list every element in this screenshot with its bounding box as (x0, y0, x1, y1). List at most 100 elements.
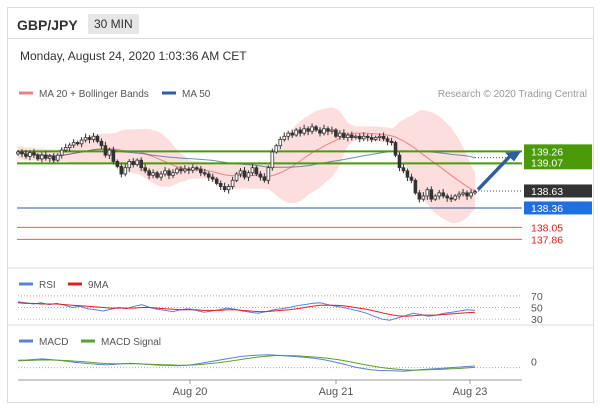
chart-frame: GBP/JPY 30 MIN Monday, August 24, 2020 1… (7, 7, 594, 403)
timeframe-badge[interactable]: 30 MIN (88, 14, 139, 34)
candle (361, 132, 366, 142)
candle (59, 147, 64, 159)
candle (139, 157, 143, 172)
candle (330, 126, 334, 135)
candle (357, 133, 362, 143)
candle (63, 143, 68, 153)
symbol-label: GBP/JPY (17, 17, 78, 33)
candle (445, 193, 449, 202)
research-credit: Research © 2020 Trading Central (438, 89, 587, 100)
candle (195, 165, 199, 171)
x-tick-label: Aug 20 (173, 386, 208, 398)
candle (67, 142, 72, 152)
candle (365, 133, 370, 142)
candle (155, 170, 159, 180)
candle (405, 168, 410, 182)
candle (36, 153, 40, 161)
candle (218, 180, 223, 190)
candle (16, 150, 20, 156)
candle (234, 172, 239, 183)
price-level-label: 138.05 (531, 222, 563, 234)
macd-legend: MACD MACD Signal (19, 337, 161, 348)
candle (40, 152, 44, 163)
candle (115, 159, 120, 169)
candle (171, 169, 175, 179)
candle (385, 136, 390, 146)
macd-line (17, 354, 476, 372)
resistance-label-1: 139.26 (531, 146, 563, 158)
candle (449, 194, 453, 203)
candle (318, 127, 322, 137)
candle (246, 170, 251, 182)
legend-label-macd: MACD (39, 337, 68, 348)
candle (75, 140, 80, 146)
candle (421, 192, 426, 202)
svg-text:138.36: 138.36 (531, 203, 563, 215)
x-axis: Aug 20 Aug 21 Aug 23 (18, 379, 522, 398)
legend-label-rsi: RSI (39, 280, 56, 291)
candle (111, 146, 116, 165)
candle (389, 137, 394, 146)
legend-label-macd-signal: MACD Signal (101, 337, 161, 348)
candle (425, 187, 430, 200)
rsi-tick-label: 70 (531, 291, 543, 303)
candle (103, 141, 108, 158)
candle (214, 177, 219, 186)
candle (159, 171, 163, 181)
candle (350, 131, 354, 141)
candle (131, 158, 136, 168)
candle (250, 164, 255, 176)
candle (258, 171, 263, 181)
candle (238, 167, 243, 178)
candle (206, 171, 211, 182)
candle (187, 166, 191, 175)
candle (286, 130, 291, 141)
candle (123, 163, 128, 177)
candle (433, 194, 438, 202)
price-legend: MA 20 + Bollinger Bands MA 50 (19, 89, 211, 100)
candle (353, 134, 358, 140)
candle (179, 166, 183, 175)
datetime-label: Monday, August 24, 2020 1:03:36 AM CET (20, 49, 247, 63)
svg-text:137.86: 137.86 (531, 234, 563, 246)
candle (198, 166, 203, 177)
candle (47, 154, 52, 163)
candle (20, 149, 24, 158)
x-tick-label: Aug 23 (453, 386, 488, 398)
candle (119, 163, 124, 178)
candle (326, 126, 330, 136)
resistance-label-2: 139.07 (531, 157, 563, 169)
candle (32, 149, 36, 159)
candle (461, 188, 465, 197)
candle (377, 133, 382, 141)
chart-header: GBP/JPY 30 MIN (8, 8, 593, 39)
candle (381, 132, 386, 142)
rsi-9ma-line (17, 302, 476, 317)
candle (401, 163, 406, 174)
candle (222, 182, 227, 193)
candle (413, 178, 418, 195)
candle (429, 186, 434, 203)
price-level-label: 138.63 (524, 184, 592, 198)
macd-panel: 0 (17, 354, 537, 372)
candle (465, 190, 469, 200)
forecast-arrow-head (505, 151, 521, 162)
candle (294, 128, 298, 137)
candle (24, 149, 28, 159)
candle (417, 189, 422, 203)
candle (202, 168, 207, 177)
candle (282, 132, 287, 142)
candle (397, 152, 402, 172)
candle (457, 191, 461, 200)
candle (151, 169, 155, 179)
candle (163, 166, 167, 177)
candle (278, 136, 283, 150)
candle (310, 123, 314, 135)
candle (55, 153, 60, 163)
legend-label-ma20: MA 20 + Bollinger Bands (39, 89, 149, 100)
candle (469, 189, 473, 199)
candle (28, 150, 32, 161)
